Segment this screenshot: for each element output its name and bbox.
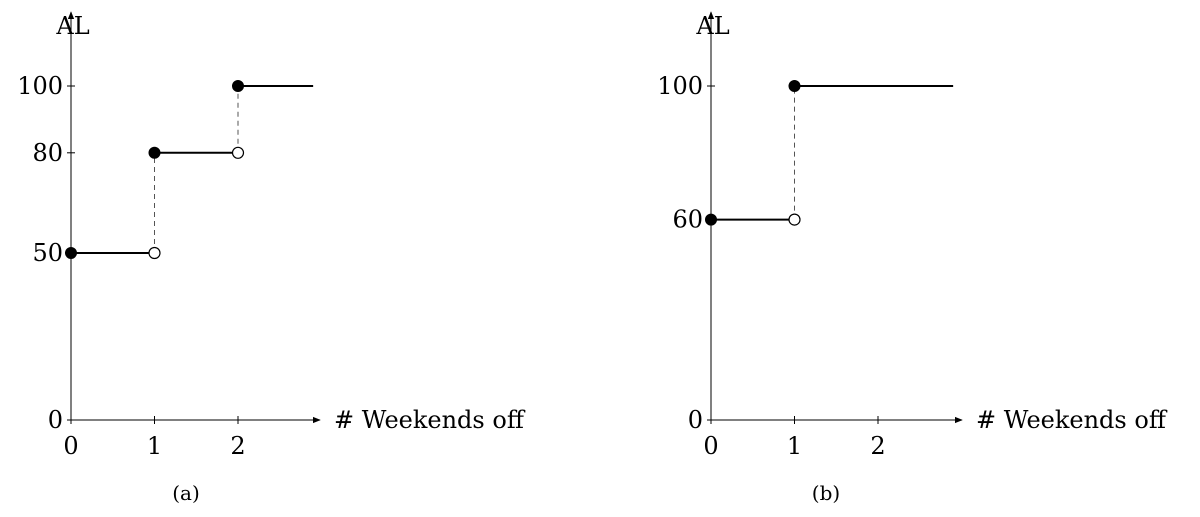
- y-tick-label: 100: [657, 72, 703, 100]
- y-tick-label: 100: [17, 72, 63, 100]
- filled-point: [148, 146, 161, 159]
- y-tick-label: 50: [32, 239, 63, 267]
- x-tick-label: 1: [147, 432, 162, 460]
- x-axis-title: # Weekends off: [976, 406, 1168, 434]
- x-axis-title: # Weekends off: [334, 406, 526, 434]
- filled-point: [232, 80, 244, 92]
- panel-caption: (a): [172, 481, 200, 505]
- filled-point: [705, 213, 717, 226]
- x-tick-label: 0: [63, 432, 78, 460]
- x-tick-label: 2: [230, 432, 245, 460]
- panel-caption: (b): [812, 481, 840, 505]
- open-point: [148, 246, 161, 260]
- x-tick-label: 2: [870, 432, 885, 460]
- y-tick-label: 80: [32, 139, 63, 167]
- open-point: [231, 146, 245, 159]
- y-axis-title: AL: [695, 12, 729, 40]
- filled-point: [65, 247, 77, 259]
- y-tick-label: 0: [688, 406, 703, 434]
- open-point: [788, 213, 801, 226]
- y-tick-label: 0: [48, 406, 63, 434]
- y-tick-label: 60: [672, 206, 703, 234]
- y-axis-title: AL: [55, 12, 89, 40]
- x-tick-label: 0: [703, 432, 718, 460]
- filled-point: [788, 80, 801, 92]
- x-tick-label: 1: [787, 432, 802, 460]
